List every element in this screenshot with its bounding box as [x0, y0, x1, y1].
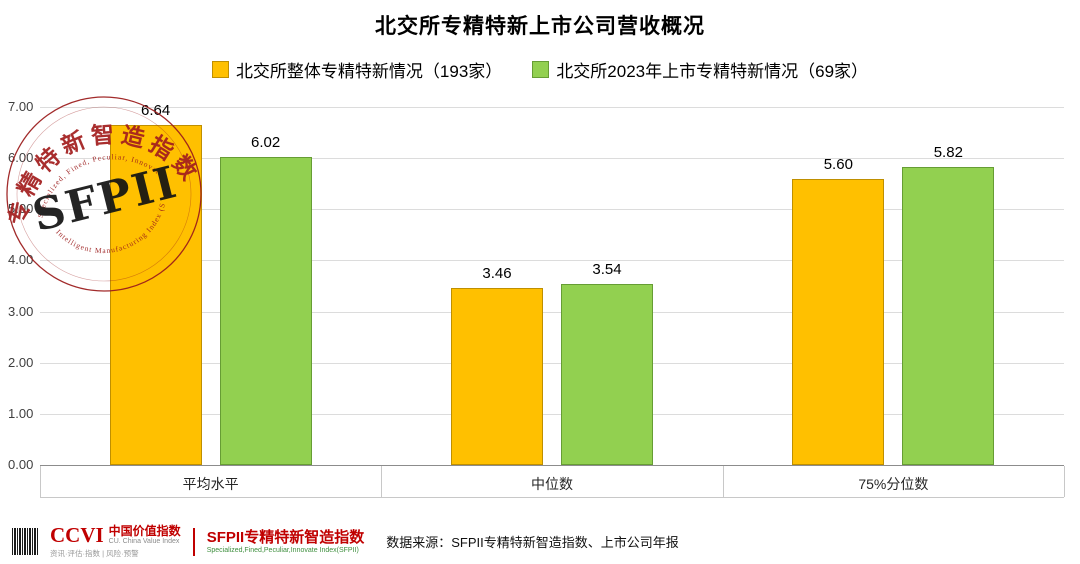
legend: 北交所整体专精特新情况（193家） 北交所2023年上市专精特新情况（69家） [0, 57, 1080, 82]
ccvi-subtitle: CU. China Value Index [108, 538, 180, 546]
bar-value-label: 3.54 [592, 261, 622, 278]
sfpii-logo-block: SFPII专精特新智造指数 Specialized,Fined,Peculiar… [207, 529, 365, 555]
y-tick-label: 3.00 [8, 304, 34, 319]
ccvi-titles: 中国价值指数 CU. China Value Index [108, 523, 181, 546]
x-axis-tick [381, 466, 382, 497]
x-category-label-3: 75%分位数 [858, 476, 929, 492]
x-axis-tick [40, 466, 41, 497]
bar-series2-group3 [902, 167, 995, 465]
legend-item-2023: 北交所2023年上市专精特新情况（69家） [532, 57, 868, 82]
x-axis: 平均水平 中位数 75%分位数 [40, 466, 1065, 498]
legend-label-2023: 北交所2023年上市专精特新情况（69家） [556, 62, 869, 81]
ccvi-logo-block: CCVI 中国价值指数 CU. China Value Index 资讯·评估·… [50, 522, 181, 559]
ccvi-logo-row: CCVI 中国价值指数 CU. China Value Index [50, 522, 181, 547]
gridline [40, 158, 1064, 159]
ccvi-logo: CCVI [50, 522, 104, 547]
bar-series1-group3 [792, 179, 885, 465]
bar-series2-group2 [561, 284, 653, 465]
footer-divider [192, 527, 195, 556]
bar-value-label: 6.02 [251, 134, 281, 151]
bar-value-label: 6.64 [141, 102, 171, 119]
sfpii-title: SFPII专精特新智造指数 [206, 528, 365, 546]
gridline [40, 107, 1064, 108]
y-tick-label: 7.00 [8, 99, 34, 114]
x-category-label-2: 中位数 [531, 476, 573, 492]
y-axis-labels: 0.00 1.00 2.00 3.00 4.00 5.00 6.00 7.00 [8, 99, 40, 472]
y-tick-label: 6.00 [8, 150, 34, 165]
gridline [40, 414, 1064, 415]
data-source-text: 数据来源：SFPII专精特新智造指数、上市公司年报 [386, 535, 679, 551]
x-axis-tick [1064, 466, 1065, 497]
legend-item-overall: 北交所整体专精特新情况（193家） [211, 57, 503, 82]
sfpii-tagline: Specialized,Fined,Peculiar,Innovate Inde… [206, 546, 359, 554]
legend-label-overall: 北交所整体专精特新情况（193家） [235, 62, 503, 81]
x-axis-tick [723, 466, 724, 497]
y-tick-label: 5.00 [8, 201, 34, 216]
bar-value-label: 3.46 [482, 265, 512, 282]
bar-value-label: 5.60 [823, 156, 853, 173]
x-axis-line [40, 465, 1064, 466]
bar-value-label: 5.82 [933, 144, 963, 161]
gridline [40, 363, 1064, 364]
y-tick-label: 4.00 [8, 252, 34, 267]
bar-series2-group1 [219, 157, 312, 465]
ccvi-title: 中国价值指数 [108, 523, 181, 538]
gridline [40, 312, 1064, 313]
y-tick-label: 1.00 [8, 406, 34, 421]
y-tick-label: 0.00 [8, 457, 34, 472]
legend-swatch-green [532, 61, 550, 78]
legend-swatch-orange [211, 61, 229, 78]
ccvi-tagline: 资讯·评估·指数 | 风险·预警 [50, 549, 139, 558]
plot-area: 6.64 6.02 3.46 3.54 5.60 5.82 [40, 102, 1064, 466]
gridline [40, 209, 1064, 210]
bar-series1-group1 [109, 125, 202, 465]
x-category-label-1: 平均水平 [182, 476, 239, 492]
gridline [40, 260, 1064, 261]
footer: CCVI 中国价值指数 CU. China Value Index 资讯·评估·… [12, 522, 679, 559]
chart-title: 北交所专精特新上市公司营收概况 [375, 15, 705, 38]
barcode-icon [12, 528, 38, 556]
bar-series1-group2 [451, 288, 543, 465]
y-tick-label: 2.00 [8, 355, 34, 370]
